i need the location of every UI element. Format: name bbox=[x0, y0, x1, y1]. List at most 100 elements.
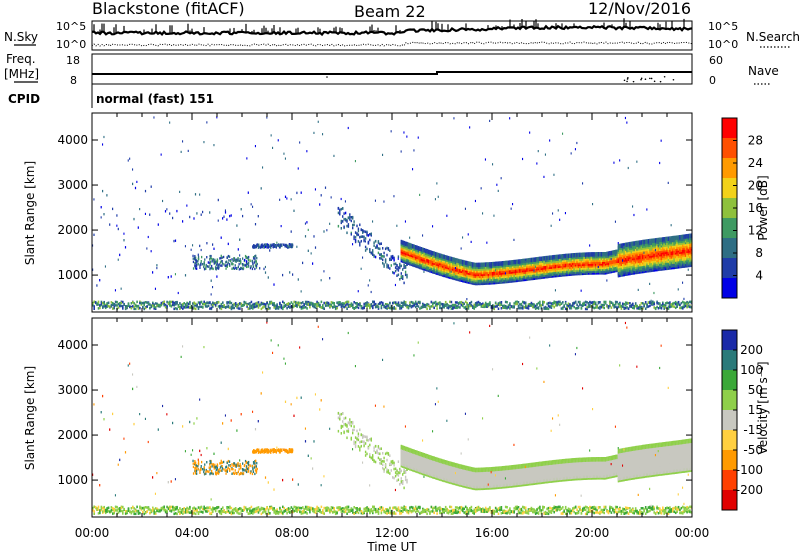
data-cell bbox=[173, 301, 175, 305]
data-cell bbox=[240, 266, 242, 270]
data-cell bbox=[277, 243, 280, 247]
data-cell bbox=[562, 132, 564, 135]
data-cell bbox=[137, 304, 140, 308]
data-cell bbox=[152, 509, 154, 512]
data-cell bbox=[132, 510, 134, 513]
data-cell bbox=[228, 255, 231, 258]
data-cell bbox=[537, 301, 540, 305]
data-cell bbox=[546, 307, 548, 310]
data-cell bbox=[163, 304, 165, 307]
data-cell bbox=[682, 300, 684, 304]
data-cell bbox=[256, 257, 258, 260]
data-cell bbox=[286, 245, 288, 248]
data-cell bbox=[360, 239, 362, 243]
data-cell bbox=[364, 304, 367, 307]
data-cell bbox=[214, 302, 217, 305]
data-cell bbox=[157, 223, 159, 226]
data-cell bbox=[93, 512, 95, 515]
data-cell bbox=[683, 305, 685, 309]
data-cell bbox=[372, 306, 374, 310]
data-cell bbox=[214, 260, 216, 264]
data-cell bbox=[457, 303, 460, 306]
data-cell bbox=[99, 511, 101, 515]
data-cell bbox=[587, 305, 590, 309]
data-cell bbox=[147, 302, 150, 305]
data-cell bbox=[254, 303, 257, 306]
data-cell bbox=[662, 237, 664, 242]
data-cell bbox=[290, 230, 292, 233]
data-cell bbox=[534, 265, 536, 268]
data-cell bbox=[664, 306, 667, 309]
data-cell bbox=[100, 302, 103, 305]
data-cell bbox=[656, 237, 658, 243]
data-cell bbox=[376, 246, 378, 249]
data-cell bbox=[359, 235, 361, 239]
data-cell bbox=[263, 245, 266, 248]
data-cell bbox=[352, 303, 354, 307]
data-cell bbox=[223, 215, 225, 218]
data-cell bbox=[409, 236, 411, 239]
data-cell bbox=[166, 305, 168, 308]
data-cell bbox=[650, 302, 653, 306]
cpid-value: normal (fast) 151 bbox=[96, 92, 214, 106]
data-cell bbox=[317, 301, 320, 305]
data-cell bbox=[199, 264, 201, 267]
data-cell bbox=[247, 256, 249, 260]
data-cell bbox=[644, 307, 647, 310]
data-cell bbox=[684, 302, 687, 305]
data-cell bbox=[249, 266, 252, 270]
data-cell bbox=[307, 228, 309, 231]
data-cell bbox=[307, 303, 310, 306]
data-cell bbox=[460, 303, 463, 307]
data-cell bbox=[667, 301, 670, 305]
data-cell bbox=[579, 303, 581, 306]
data-cell bbox=[110, 301, 113, 304]
data-cell bbox=[150, 510, 153, 513]
data-cell bbox=[474, 199, 476, 203]
data-cell bbox=[262, 244, 264, 248]
data-cell bbox=[672, 305, 674, 308]
data-cell bbox=[437, 252, 440, 258]
data-cell bbox=[369, 304, 371, 307]
data-cell bbox=[257, 303, 260, 307]
data-cell bbox=[550, 302, 553, 305]
data-cell bbox=[120, 301, 123, 305]
y-tick-label: 1000 bbox=[57, 268, 88, 282]
data-cell bbox=[106, 507, 108, 510]
data-cell bbox=[559, 254, 561, 259]
data-cell bbox=[536, 303, 538, 306]
data-cell bbox=[216, 301, 218, 304]
data-cell bbox=[482, 212, 484, 215]
data-cell bbox=[439, 304, 441, 307]
data-cell bbox=[453, 257, 455, 263]
data-cell bbox=[304, 235, 307, 238]
data-cell bbox=[636, 240, 638, 246]
data-cell bbox=[619, 159, 621, 162]
data-cell bbox=[516, 259, 518, 265]
data-cell bbox=[276, 303, 278, 306]
data-cell bbox=[340, 221, 342, 225]
data-cell bbox=[177, 291, 179, 295]
data-cell bbox=[100, 507, 103, 510]
data-cell bbox=[103, 305, 105, 308]
data-cell bbox=[494, 261, 497, 267]
data-cell bbox=[667, 181, 669, 184]
data-cell bbox=[462, 259, 464, 265]
data-cell bbox=[456, 306, 458, 310]
data-cell bbox=[278, 244, 280, 247]
data-cell bbox=[344, 217, 347, 221]
data-cell bbox=[669, 236, 671, 241]
data-cell bbox=[349, 304, 351, 308]
data-cell bbox=[249, 304, 251, 308]
data-cell bbox=[403, 263, 405, 267]
data-cell bbox=[243, 263, 245, 266]
data-cell bbox=[333, 303, 335, 306]
cpid-label: CPID bbox=[8, 92, 40, 106]
data-cell bbox=[250, 300, 253, 304]
data-cell bbox=[370, 251, 372, 255]
data-cell bbox=[386, 303, 388, 306]
data-cell bbox=[420, 247, 423, 252]
data-cell bbox=[399, 278, 401, 281]
data-cell bbox=[442, 254, 444, 259]
data-cell bbox=[670, 236, 673, 241]
